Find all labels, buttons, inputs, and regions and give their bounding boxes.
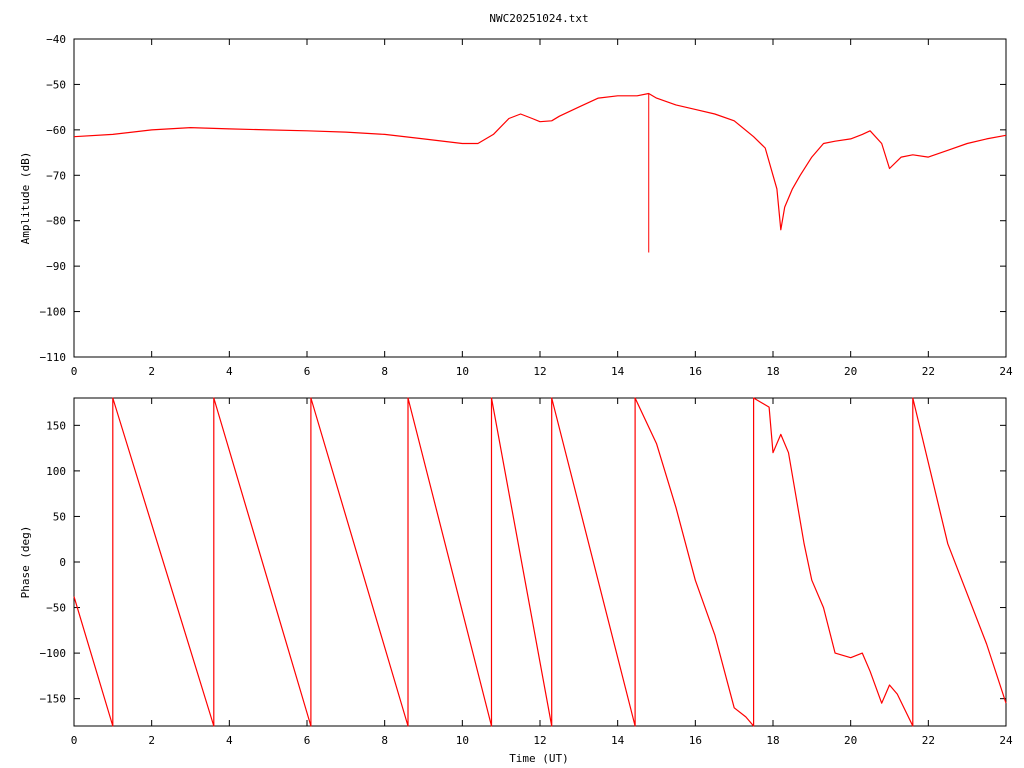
chart-title: NWC20251024.txt: [489, 12, 588, 25]
phase-series-line: [73, 397, 1007, 727]
amplitude-x-tick-label: 6: [304, 365, 311, 378]
phase-y-tick-label: −50: [46, 602, 66, 615]
amplitude-y-tick-label: −70: [46, 169, 66, 182]
amplitude-x-tick-label: 10: [456, 365, 469, 378]
amplitude-series-line: [73, 92, 1007, 231]
amplitude-y-ticks: −40 −50 −60 −70 −80 −90 −100 −110: [40, 33, 1006, 364]
amplitude-x-tick-label: 24: [999, 365, 1013, 378]
amplitude-x-tick-label: 18: [766, 365, 779, 378]
phase-y-tick-label: 0: [59, 556, 66, 569]
phase-x-tick-label: 18: [766, 734, 779, 747]
phase-x-tick-label: 2: [148, 734, 155, 747]
phase-x-axis-label: Time (UT): [509, 752, 569, 765]
phase-y-tick-label: 150: [46, 419, 66, 432]
phase-y-tick-label: −150: [40, 693, 67, 706]
amplitude-y-axis-label: Amplitude (dB): [19, 152, 32, 245]
phase-x-tick-label: 8: [381, 734, 388, 747]
phase-series: [73, 397, 1007, 727]
phase-panel: 0 2 4 6 8 10 12 14 16 18 20 22 24 150100500−50−100−1…: [19, 397, 1013, 765]
amplitude-y-tick-label: −80: [46, 215, 66, 228]
phase-x-tick-label: 14: [611, 734, 625, 747]
amplitude-y-tick-label: −90: [46, 260, 66, 273]
phase-x-tick-label: 12: [533, 734, 546, 747]
phase-x-tick-label: 24: [999, 734, 1013, 747]
amplitude-x-tick-label: 2: [148, 365, 155, 378]
amplitude-series: [73, 92, 1007, 253]
amplitude-x-tick-label: 4: [226, 365, 233, 378]
amplitude-y-tick-label: −100: [40, 306, 67, 319]
phase-x-tick-label: 0: [71, 734, 78, 747]
phase-y-ticks: 150 100 50 0 −50 −100 −150: [40, 419, 1006, 706]
amplitude-y-tick-label: −40: [46, 33, 66, 46]
phase-x-tick-label: 22: [922, 734, 935, 747]
phase-y-tick-label: 50: [53, 510, 66, 523]
phase-x-tick-label: 6: [304, 734, 311, 747]
phase-x-ticks: 0 2 4 6 8 10 12 14 16 18 20 22 24: [71, 398, 1013, 747]
amplitude-x-tick-label: 14: [611, 365, 625, 378]
amplitude-x-tick-label: 22: [922, 365, 935, 378]
amplitude-y-tick-label: −110: [40, 351, 67, 364]
amplitude-x-tick-label: 16: [689, 365, 702, 378]
phase-y-tick-label: 100: [46, 465, 66, 478]
phase-x-tick-label: 20: [844, 734, 857, 747]
amplitude-y-tick-label: −50: [46, 78, 66, 91]
amplitude-plot-frame: [73, 38, 1007, 358]
amplitude-x-tick-label: 0: [71, 365, 78, 378]
amplitude-x-tick-label: 8: [381, 365, 388, 378]
amplitude-panel: 0 2 4 6 8 10 12 14 16 18 20 22 24 −40−50−60−70−80−90…: [19, 33, 1013, 378]
amplitude-x-tick-label: 12: [533, 365, 546, 378]
phase-y-axis-label: Phase (deg): [19, 526, 32, 599]
phase-x-tick-label: 4: [226, 734, 233, 747]
amplitude-x-tick-label: 20: [844, 365, 857, 378]
phase-y-tick-label: −100: [40, 647, 67, 660]
phase-x-tick-label: 10: [456, 734, 469, 747]
amplitude-x-ticks: 0 2 4 6 8 10 12 14 16 18 20 22 24: [71, 39, 1013, 378]
amplitude-y-tick-label: −60: [46, 124, 66, 137]
phase-x-tick-label: 16: [689, 734, 702, 747]
